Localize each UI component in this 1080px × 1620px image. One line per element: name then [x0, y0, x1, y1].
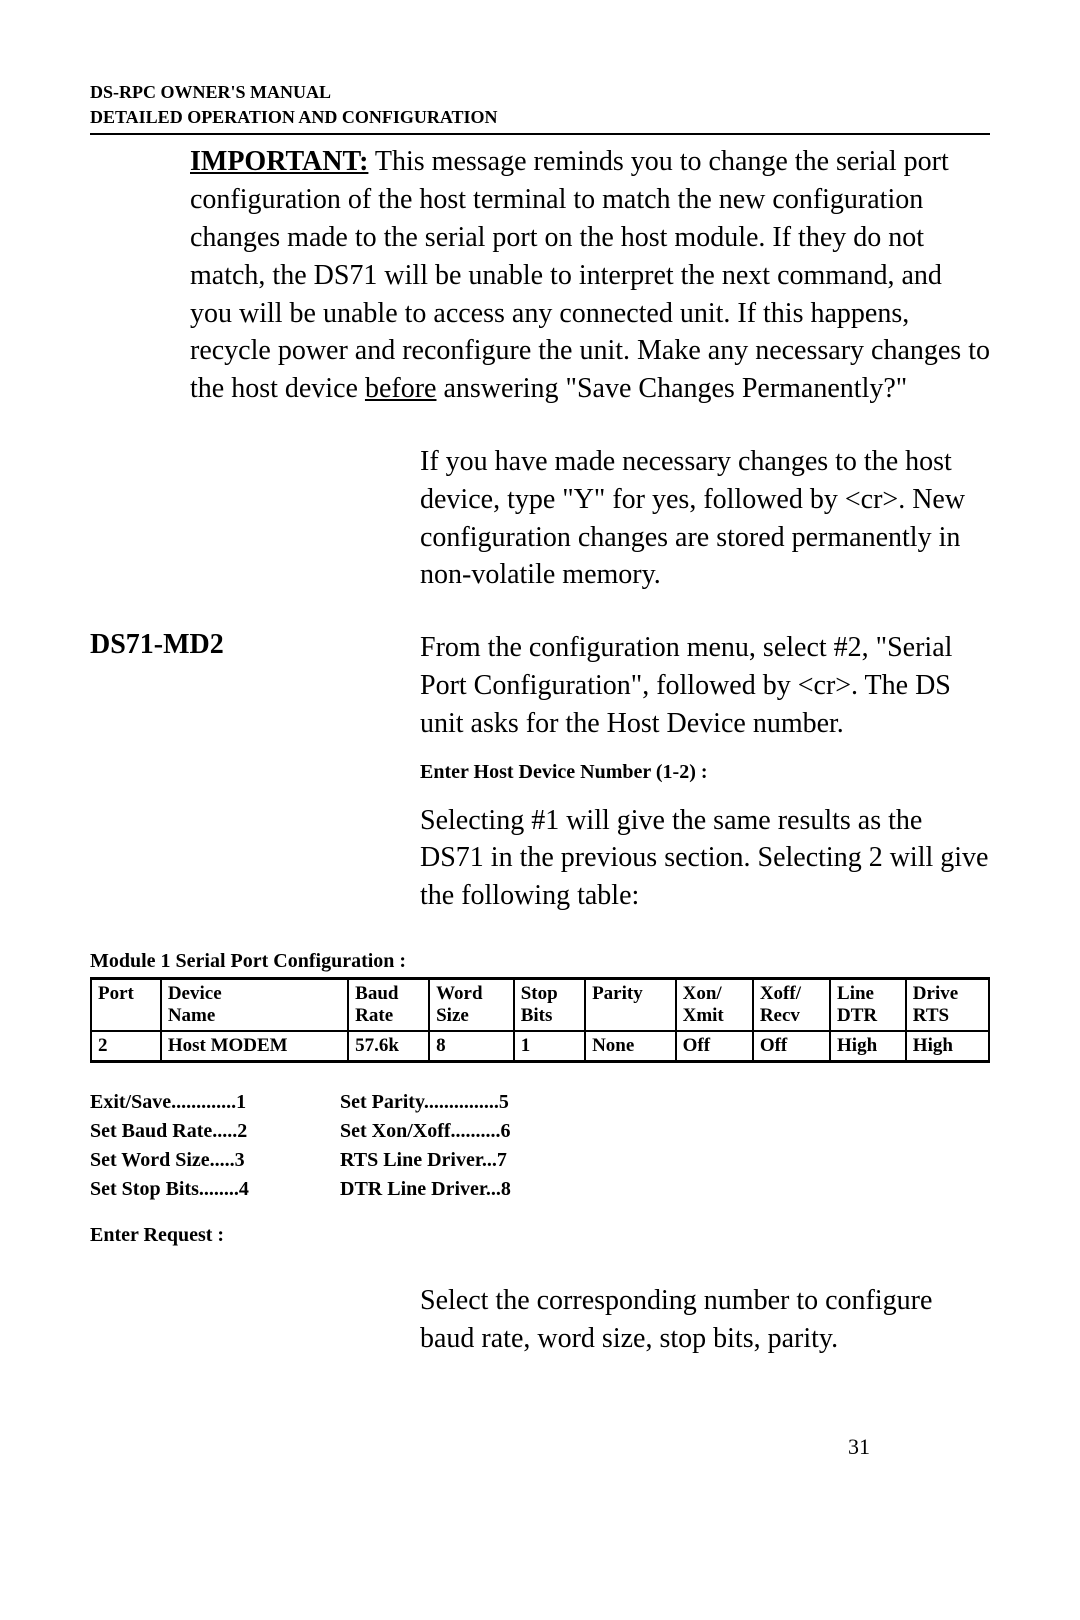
th-parity: Parity	[585, 978, 676, 1031]
important-text-2: answering "Save Changes Permanently?"	[436, 373, 907, 404]
menu-item: Exit/Save.............1	[90, 1088, 340, 1117]
page: DS-RPC OWNER'S MANUAL DETAILED OPERATION…	[90, 80, 990, 1560]
important-text-1: This message reminds you to change the s…	[190, 146, 990, 404]
section-heading: DS71-MD2	[90, 629, 420, 742]
para-bottom: Select the corresponding number to confi…	[420, 1282, 990, 1358]
th-line: LineDTR	[830, 978, 906, 1031]
page-header: DS-RPC OWNER'S MANUAL DETAILED OPERATION…	[90, 80, 990, 135]
th-xoff: Xoff/Recv	[753, 978, 830, 1031]
td-stop: 1	[514, 1031, 585, 1062]
td-xon: Off	[676, 1031, 753, 1062]
td-xoff: Off	[753, 1031, 830, 1062]
td-parity: None	[585, 1031, 676, 1062]
th-stop: StopBits	[514, 978, 585, 1031]
th-device: DeviceName	[161, 978, 348, 1031]
config-table: Port DeviceName BaudRate WordSize StopBi…	[90, 977, 990, 1063]
section-text: From the configuration menu, select #2, …	[420, 629, 990, 742]
important-underline: before	[365, 373, 437, 404]
table-header-row: Port DeviceName BaudRate WordSize StopBi…	[91, 978, 989, 1031]
header-line2: DETAILED OPERATION AND CONFIGURATION	[90, 107, 498, 127]
menu-col-2: Set Parity...............5 Set Xon/Xoff.…	[340, 1088, 590, 1204]
para-yes: If you have made necessary changes to th…	[420, 443, 990, 594]
menu-item: DTR Line Driver...8	[340, 1175, 590, 1204]
th-xon: Xon/Xmit	[676, 978, 753, 1031]
td-port: 2	[91, 1031, 161, 1062]
td-drive: High	[906, 1031, 989, 1062]
menu-item: RTS Line Driver...7	[340, 1146, 590, 1175]
th-word: WordSize	[429, 978, 514, 1031]
header-line1: DS-RPC OWNER'S MANUAL	[90, 82, 331, 102]
td-device: Host MODEM	[161, 1031, 348, 1062]
th-baud: BaudRate	[348, 978, 429, 1031]
td-word: 8	[429, 1031, 514, 1062]
th-port: Port	[91, 978, 161, 1031]
table-row: 2 Host MODEM 57.6k 8 1 None Off Off High…	[91, 1031, 989, 1062]
prompt-host: Enter Host Device Number (1-2) :	[420, 761, 990, 784]
td-baud: 57.6k	[348, 1031, 429, 1062]
menu-item: Set Baud Rate.....2	[90, 1117, 340, 1146]
important-block: IMPORTANT: This message reminds you to c…	[190, 143, 990, 408]
td-line: High	[830, 1031, 906, 1062]
menu-item: Set Stop Bits........4	[90, 1175, 340, 1204]
table-title: Module 1 Serial Port Configuration :	[90, 950, 990, 973]
menu-options: Exit/Save.............1 Set Baud Rate...…	[90, 1088, 990, 1204]
page-number: 31	[848, 1434, 870, 1460]
important-label: IMPORTANT:	[190, 146, 368, 177]
th-drive: DriveRTS	[906, 978, 989, 1031]
para-select: Selecting #1 will give the same results …	[420, 802, 990, 915]
menu-item: Set Xon/Xoff..........6	[340, 1117, 590, 1146]
menu-item: Set Word Size.....3	[90, 1146, 340, 1175]
section-row: DS71-MD2 From the configuration menu, se…	[90, 629, 990, 742]
menu-col-1: Exit/Save.............1 Set Baud Rate...…	[90, 1088, 340, 1204]
enter-request: Enter Request :	[90, 1224, 990, 1247]
menu-item: Set Parity...............5	[340, 1088, 590, 1117]
